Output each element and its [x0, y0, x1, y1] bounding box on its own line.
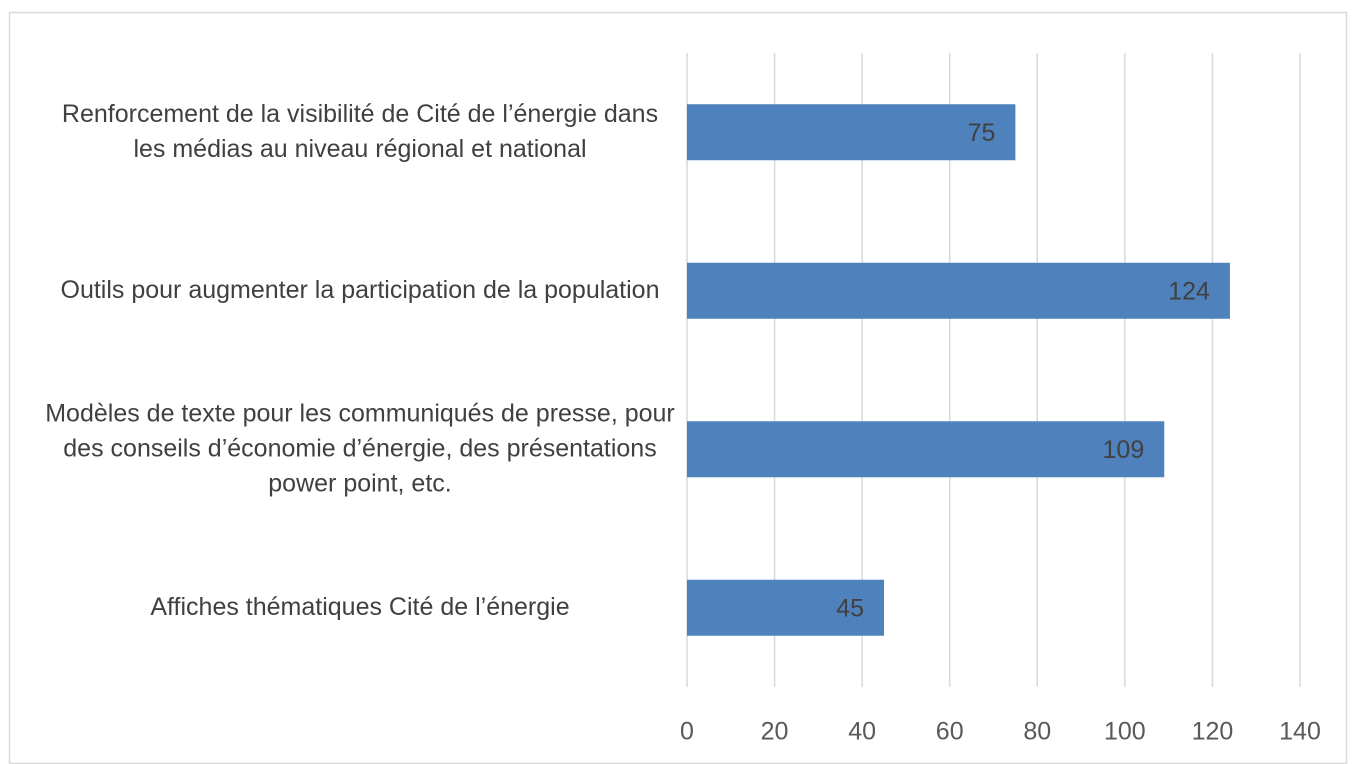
x-tick-label: 60 [936, 718, 964, 746]
y-tick-label: Renforcement de la visibilité de Cité de… [62, 99, 658, 162]
data-label: 109 [1103, 436, 1145, 464]
data-label: 45 [836, 594, 864, 622]
bar [687, 262, 1230, 319]
x-tick-label: 0 [680, 718, 694, 746]
bar [687, 579, 885, 636]
y-tick-label: Outils pour augmenter la participation d… [61, 275, 660, 303]
bar [687, 421, 1165, 478]
x-tick-label: 140 [1279, 718, 1321, 746]
x-tick-label: 20 [761, 718, 789, 746]
x-tick-label: 100 [1104, 718, 1146, 746]
y-tick-label: Affiches thématiques Cité de l’énergie [150, 592, 569, 620]
y-tick-label: Modèles de texte pour les communiqués de… [45, 399, 675, 497]
x-tick-label: 120 [1192, 718, 1234, 746]
chart-border [8, 11, 1348, 764]
data-label: 124 [1168, 277, 1210, 305]
x-tick-label: 40 [848, 718, 876, 746]
data-label: 75 [968, 119, 996, 147]
x-tick-label: 80 [1023, 718, 1051, 746]
bar [687, 104, 1016, 161]
